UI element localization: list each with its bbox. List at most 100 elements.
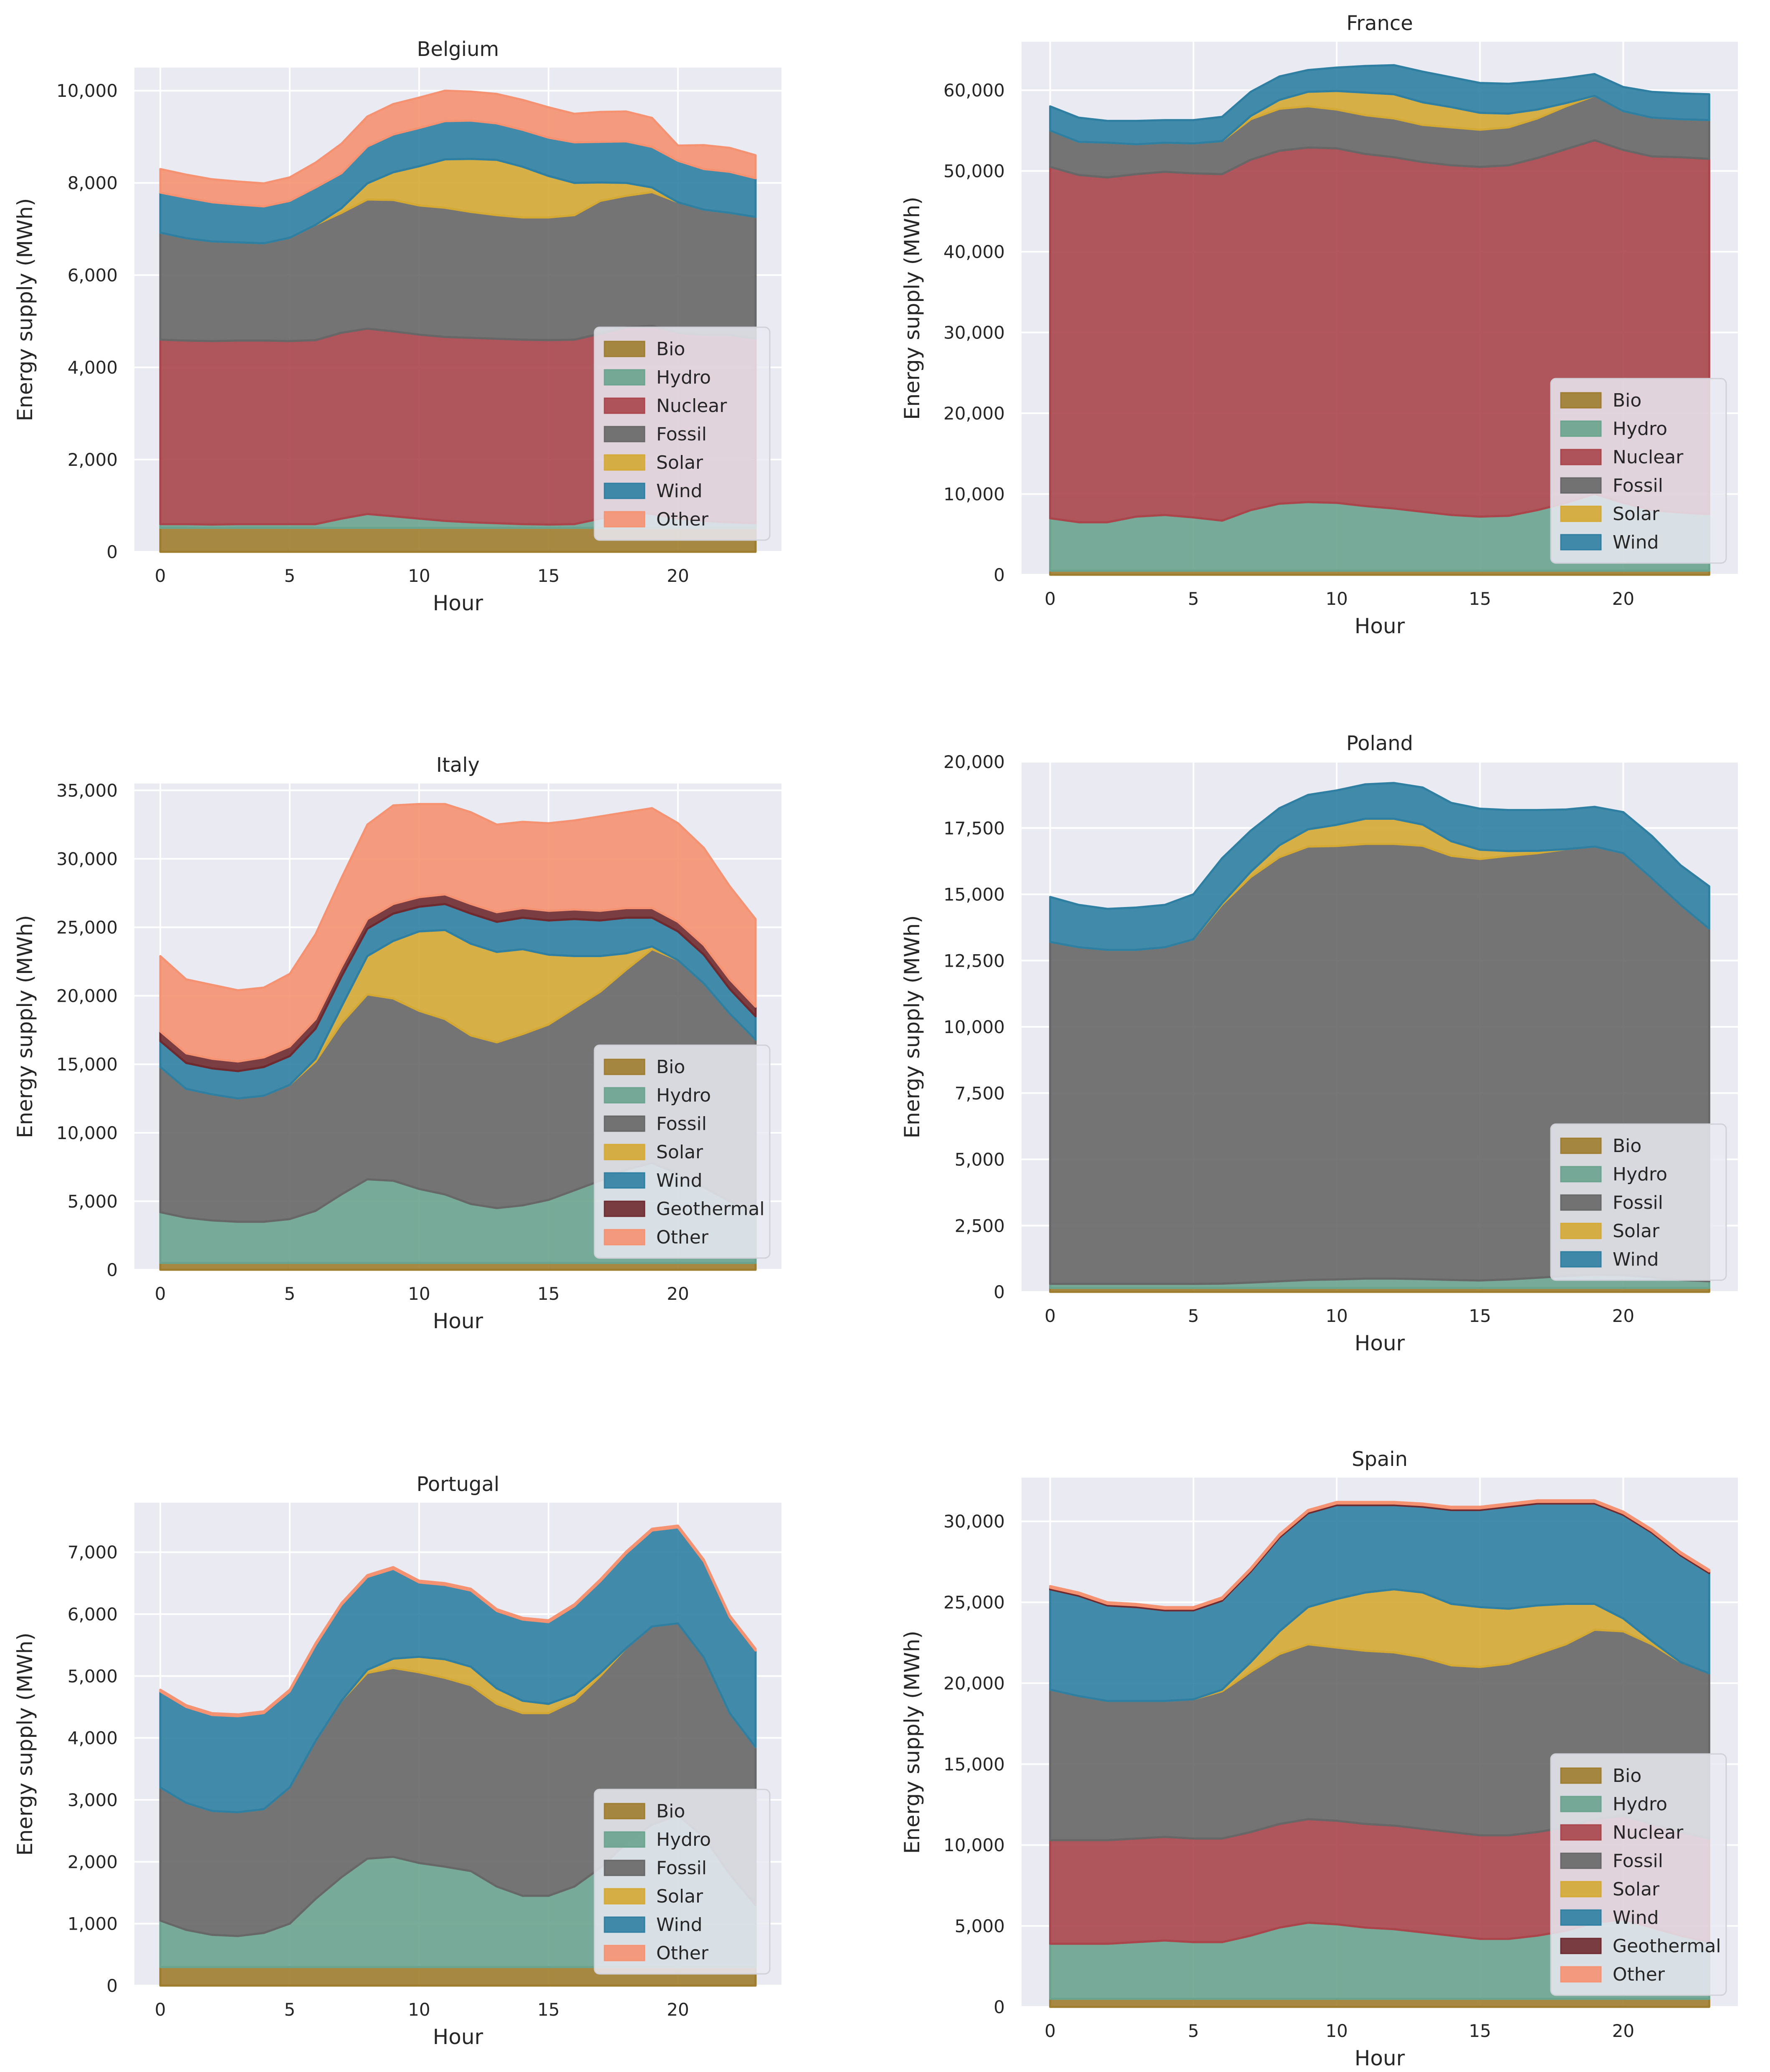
y-tick-label: 20,000 <box>943 752 1005 772</box>
y-tick-label: 6,000 <box>68 1604 118 1625</box>
legend-swatch-fossil <box>1560 1194 1602 1211</box>
y-tick-label: 15,000 <box>56 1054 118 1075</box>
x-tick-label: 15 <box>537 566 559 586</box>
legend-label-bio: Bio <box>656 339 685 360</box>
legend: Bio Hydro Fossil Solar Wind <box>1550 1123 1727 1281</box>
y-tick-label: 4,000 <box>68 357 118 378</box>
legend-label-nuclear: Nuclear <box>656 395 727 417</box>
legend-label-wind: Wind <box>656 1170 703 1191</box>
legend-label-geothermal: Geothermal <box>1613 1936 1721 1957</box>
legend-label-fossil: Fossil <box>656 1857 707 1879</box>
legend-label-other: Other <box>656 1943 709 1964</box>
x-tick-label: 5 <box>284 1999 296 2020</box>
legend-swatch-solar <box>1560 505 1602 522</box>
chart-spain: Spain 0 5 10 15 20 0 5,000 10,000 15,000 20,000 25,… <box>900 1448 1738 2070</box>
x-tick-label: 20 <box>667 1999 689 2020</box>
y-tick-label: 35,000 <box>56 780 118 801</box>
legend-swatch-hydro <box>1560 420 1602 437</box>
legend-label-wind: Wind <box>1613 532 1659 553</box>
legend-label-solar: Solar <box>1613 503 1660 525</box>
legend-swatch-bio <box>604 1803 645 1819</box>
area-other <box>159 89 757 207</box>
y-tick-label: 0 <box>106 542 118 562</box>
x-tick-label: 5 <box>1188 589 1199 609</box>
y-axis-label: Energy supply (MWh) <box>900 915 924 1139</box>
chart-portugal: Portugal 0 5 10 15 20 0 1,000 2,000 3,000 4,000 5,0… <box>13 1473 781 2049</box>
legend-swatch-solar <box>1560 1881 1602 1898</box>
x-tick-label: 0 <box>155 566 166 586</box>
legend-swatch-solar <box>604 454 645 471</box>
legend-label-hydro: Hydro <box>656 367 711 388</box>
legend: Bio Hydro Nuclear Fossil Solar Wind <box>1550 378 1727 564</box>
area-other <box>1049 1499 1710 1610</box>
chart-poland: Poland 0 5 10 15 20 0 2,500 5,000 7,500 10,000 12,5… <box>900 732 1738 1355</box>
x-tick-label: 15 <box>1469 2021 1491 2041</box>
y-axis-label: Energy supply (MWh) <box>900 197 924 420</box>
x-tick-label: 10 <box>1325 1306 1348 1326</box>
x-tick-label: 10 <box>408 566 430 586</box>
x-axis-label: Hour <box>1355 2046 1405 2070</box>
y-axis-label: Energy supply (MWh) <box>900 1631 924 1854</box>
legend-label-bio: Bio <box>1613 1135 1641 1157</box>
y-tick-label: 30,000 <box>943 323 1005 343</box>
y-tick-label: 25,000 <box>56 917 118 938</box>
x-tick-label: 0 <box>155 1284 166 1304</box>
legend-label-solar: Solar <box>1613 1220 1660 1242</box>
legend-swatch-wind <box>604 1916 645 1933</box>
x-tick-label: 5 <box>284 1284 296 1304</box>
legend-swatch-bio <box>604 341 645 357</box>
legend-label-fossil: Fossil <box>656 424 707 445</box>
x-tick-label: 20 <box>1612 2021 1634 2041</box>
y-axis-label: Energy supply (MWh) <box>13 1632 37 1856</box>
legend-label-solar: Solar <box>656 1142 703 1163</box>
x-tick-label: 15 <box>537 1284 559 1304</box>
legend-label-nuclear: Nuclear <box>1613 447 1684 468</box>
y-tick-label: 8,000 <box>68 173 118 193</box>
x-axis-label: Hour <box>433 591 483 615</box>
x-tick-label: 0 <box>155 1999 166 2020</box>
legend: Bio Hydro Fossil Solar Wind Other <box>594 1789 771 1975</box>
area-other <box>159 803 757 1063</box>
legend-label-wind: Wind <box>1613 1249 1659 1270</box>
legend-box <box>1550 1753 1727 1996</box>
x-tick-label: 15 <box>1469 1306 1491 1326</box>
area-bio <box>1049 1998 1710 2008</box>
legend-label-nuclear: Nuclear <box>1613 1822 1684 1843</box>
y-tick-label: 7,500 <box>955 1083 1005 1104</box>
y-tick-label: 6,000 <box>68 265 118 286</box>
y-tick-label: 20,000 <box>943 403 1005 424</box>
chart-title: Italy <box>436 753 480 777</box>
x-tick-label: 5 <box>284 566 296 586</box>
legend-swatch-wind <box>1560 534 1602 551</box>
x-axis-label: Hour <box>1355 1331 1405 1355</box>
area-other <box>159 1524 757 1718</box>
legend-swatch-fossil <box>1560 477 1602 494</box>
y-tick-label: 4,000 <box>68 1728 118 1749</box>
x-axis-label: Hour <box>433 2025 483 2049</box>
legend-swatch-solar <box>604 1888 645 1905</box>
y-tick-label: 10,000 <box>56 1123 118 1143</box>
legend-swatch-geothermal <box>1560 1938 1602 1954</box>
x-tick-label: 15 <box>537 1999 559 2020</box>
y-tick-label: 15,000 <box>943 884 1005 905</box>
legend-swatch-other <box>604 1229 645 1246</box>
legend-label-hydro: Hydro <box>656 1829 711 1850</box>
x-tick-label: 0 <box>1044 2021 1056 2041</box>
x-tick-label: 15 <box>1469 589 1491 609</box>
legend-label-fossil: Fossil <box>656 1113 707 1135</box>
x-tick-label: 10 <box>1325 589 1348 609</box>
legend-label-wind: Wind <box>656 480 703 502</box>
legend-label-bio: Bio <box>1613 1765 1641 1786</box>
y-tick-label: 60,000 <box>943 80 1005 101</box>
legend-swatch-other <box>1560 1966 1602 1983</box>
y-tick-label: 0 <box>994 565 1005 585</box>
legend-label-bio: Bio <box>1613 390 1641 411</box>
legend-swatch-bio <box>604 1059 645 1075</box>
x-tick-label: 0 <box>1044 589 1056 609</box>
legend-swatch-wind <box>604 1172 645 1189</box>
legend-label-other: Other <box>1613 1964 1665 1985</box>
y-tick-label: 12,500 <box>943 950 1005 971</box>
legend-swatch-hydro <box>604 1831 645 1848</box>
chart-italy: Italy 0 5 10 15 20 0 5,000 10,000 15,000 20,000 25,… <box>13 753 781 1333</box>
legend-swatch-fossil <box>1560 1852 1602 1869</box>
